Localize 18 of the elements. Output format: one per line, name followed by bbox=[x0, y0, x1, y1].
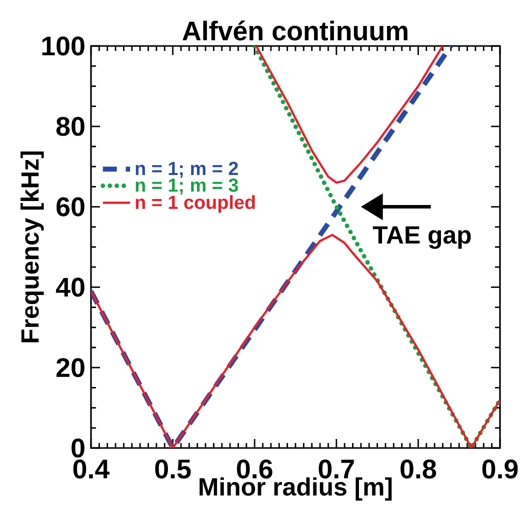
x-tick-label: 0.7 bbox=[318, 460, 354, 479]
x-tick-label: 0.4 bbox=[73, 460, 110, 479]
x-tick-label: 0.5 bbox=[155, 460, 191, 479]
x-tick-label: 0.9 bbox=[482, 460, 518, 479]
chart-title: Alfvén continuum bbox=[182, 20, 408, 40]
y-tick-label: 0 bbox=[72, 438, 84, 458]
legend-label: n = 1; m = 3 bbox=[136, 178, 238, 195]
y-tick-label: 20 bbox=[56, 358, 84, 378]
y-tick-label: 80 bbox=[56, 116, 84, 136]
x-tick-label: 0.6 bbox=[236, 460, 272, 479]
y-tick-label: 100 bbox=[42, 36, 84, 56]
y-tick-label: 60 bbox=[56, 197, 84, 216]
legend-label: n = 1 coupled bbox=[136, 195, 255, 213]
y-axis-title: Frequency [kHz] bbox=[20, 152, 44, 342]
y-tick-label: 40 bbox=[56, 278, 84, 297]
x-tick-label: 0.8 bbox=[400, 460, 436, 479]
legend-label: n = 1; m = 2 bbox=[136, 162, 238, 178]
annotation: TAE gap bbox=[372, 226, 471, 249]
